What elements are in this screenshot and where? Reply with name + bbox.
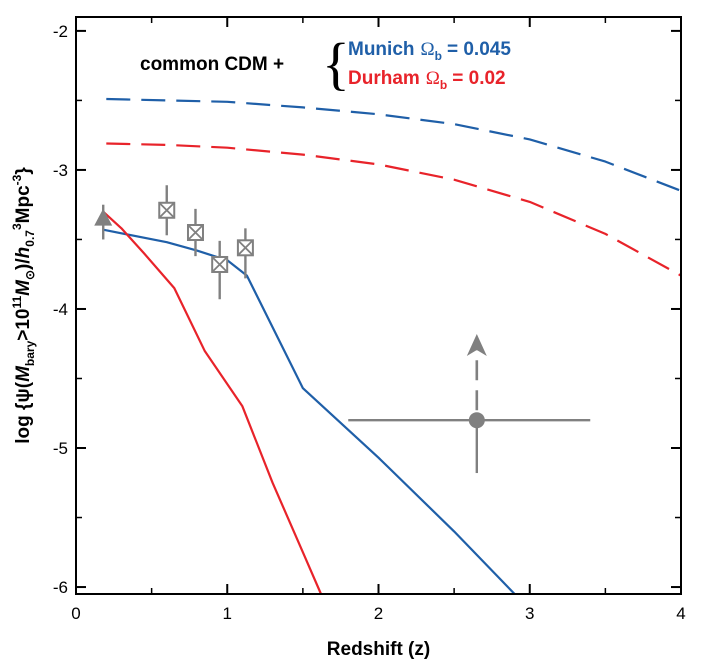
legend-prefix: common CDM + xyxy=(140,54,284,75)
x-tick-label-0: 0 xyxy=(71,604,80,623)
data-point-cross-2 xyxy=(187,224,204,241)
y-tick-label-3: -5 xyxy=(53,439,68,458)
y-tick-label-0: -2 xyxy=(53,22,68,41)
x-tick-label-2: 2 xyxy=(374,604,383,623)
series-line-durham-dashed xyxy=(106,142,682,277)
points-layer xyxy=(94,185,591,474)
legend: common CDM + { Munich Ωb = 0.045 Durham Ωb =… xyxy=(140,31,511,96)
x-axis-title: Redshift (z) xyxy=(327,639,430,660)
x-tick-label-3: 3 xyxy=(525,604,534,623)
ticks-layer: 0 1 2 3 4 -2 -3 -4 -5 -6 xyxy=(53,17,686,623)
y-tick-label-4: -6 xyxy=(53,578,68,597)
data-point-circle xyxy=(468,412,485,429)
data-point-cross-3 xyxy=(211,256,228,273)
x-tick-label-1: 1 xyxy=(223,604,232,623)
series-layer xyxy=(102,97,682,595)
y-tick-label-1: -3 xyxy=(53,161,68,180)
y-tick-label-2: -4 xyxy=(53,300,68,319)
series-line-munich-solid xyxy=(102,228,516,595)
legend-brace: { xyxy=(322,31,350,96)
data-point-triangle xyxy=(94,208,113,226)
data-point-cross-4 xyxy=(237,239,254,256)
y-axis-title: log {ψ(Mbary>1011M⊙)/h0.73Mpc-3} xyxy=(10,167,37,444)
series-line-munich-dashed xyxy=(106,97,682,192)
legend-entry-munich: Munich Ωb = 0.045 xyxy=(348,39,511,63)
plot-frame xyxy=(75,16,682,595)
legend-entry-durham: Durham Ωb = 0.02 xyxy=(348,68,506,92)
series-line-durham-solid xyxy=(102,210,323,595)
data-point-cross-1 xyxy=(158,202,175,219)
lower-limit-arrow xyxy=(466,334,487,357)
x-tick-label-4: 4 xyxy=(676,604,685,623)
